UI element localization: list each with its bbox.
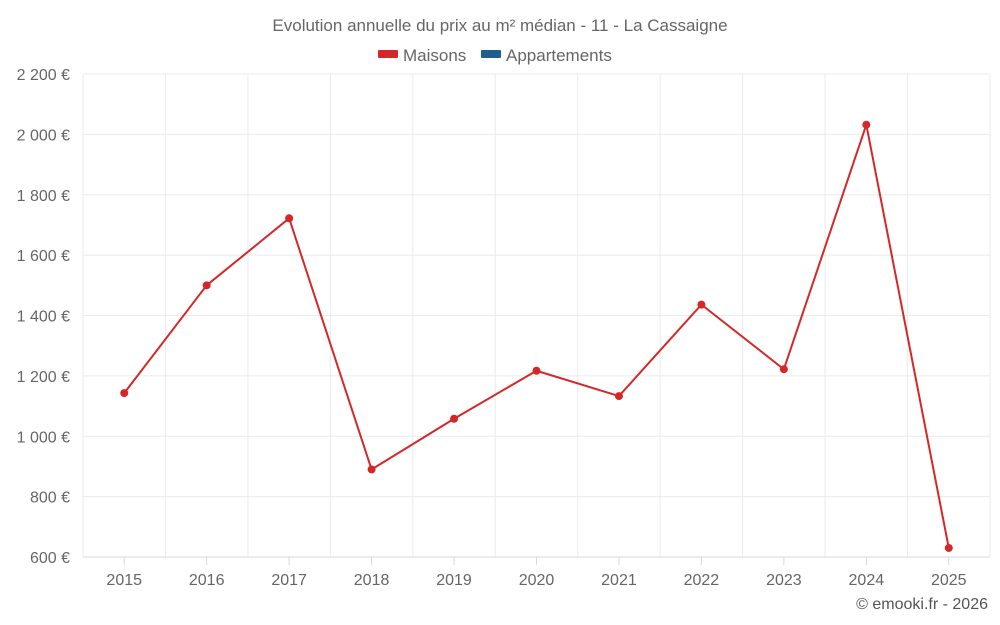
data-point[interactable] [120,389,129,398]
x-gridlines [82,74,991,557]
x-tick-label: 2024 [849,572,885,589]
x-tick-label: 2023 [766,572,802,589]
x-tick-label: 2015 [106,572,142,589]
data-point[interactable] [532,366,541,375]
data-point[interactable] [944,543,953,552]
y-tick-label: 2 000 € [17,127,70,144]
data-point[interactable] [862,120,871,129]
data-point[interactable] [697,300,706,309]
y-tick-label: 1 400 € [17,309,70,326]
series-layer [120,120,953,552]
data-point[interactable] [367,465,376,474]
y-axis-labels: 600 € 800 € 1 000 € 1 200 € 1 400 € 1 600 € 1 … [17,67,70,567]
legend-swatch-appartements [481,50,501,58]
x-tick-label: 2016 [189,572,225,589]
y-tick-label: 2 200 € [17,67,70,84]
data-point[interactable] [450,414,459,423]
x-tick-label: 2025 [931,572,967,589]
y-tick-label: 800 € [30,490,70,507]
x-tick-label: 2019 [436,572,472,589]
data-point[interactable] [285,214,294,223]
x-tick-label: 2021 [601,572,637,589]
legend-item-appartements[interactable]: Appartements [481,46,612,65]
data-point[interactable] [779,365,788,374]
x-axis-labels: 2015 2016 2017 2018 2019 2020 2021 2022 2023 2024… [106,572,966,589]
y-gridlines [83,73,990,498]
credit-text: © emooki.fr - 2026 [856,596,988,613]
x-tick-label: 2022 [684,572,720,589]
data-point[interactable] [614,392,623,401]
series-maisons [120,120,953,552]
y-tick-label: 1 200 € [17,369,70,386]
legend-swatch-maisons [378,50,398,58]
data-point[interactable] [202,281,211,290]
chart-title: Evolution annuelle du prix au m² médian … [272,16,727,35]
x-axis-ticks [123,557,950,565]
y-tick-label: 1 800 € [17,188,70,205]
legend: Maisons Appartements [378,46,612,65]
x-tick-label: 2017 [271,572,307,589]
y-tick-label: 1 600 € [17,248,70,265]
y-tick-label: 1 000 € [17,429,70,446]
legend-label-appartements: Appartements [506,46,612,65]
legend-label-maisons: Maisons [403,46,466,65]
y-tick-label: 600 € [30,550,70,567]
x-tick-label: 2018 [354,572,390,589]
legend-item-maisons[interactable]: Maisons [378,46,466,65]
x-tick-label: 2020 [519,572,555,589]
